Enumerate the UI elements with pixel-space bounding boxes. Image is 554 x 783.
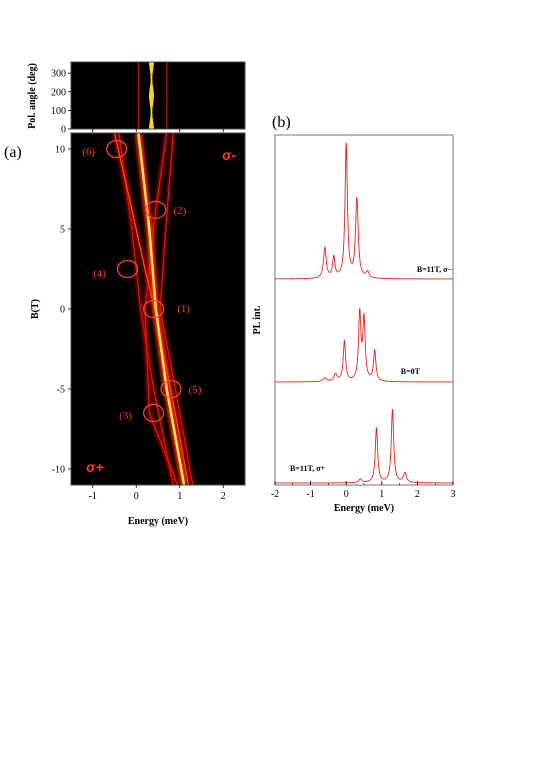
transition-label: (3) [119, 410, 132, 422]
field-y-tick-label: 0 [60, 305, 65, 316]
polarization-intensity-segment [149, 62, 154, 64]
circled-transition-marker [106, 139, 128, 159]
field-dispersion-line [159, 133, 194, 485]
transition-label: (1) [177, 303, 190, 315]
polarization-plot-background [71, 62, 245, 129]
field-y-tick-label: -10 [52, 465, 65, 476]
spectrum-series-label: B=11T, σ− [417, 265, 453, 274]
circled-transition-marker [160, 379, 182, 399]
spectra-x-tick-label: 0 [344, 489, 349, 500]
pl-spectrum-trace [275, 307, 453, 383]
polarization-y-axis-label: Pol. angle (deg) [27, 63, 38, 129]
polarization-y-tick-label: 200 [51, 87, 66, 98]
spectra-x-tick-label: -2 [271, 489, 279, 500]
spectra-x-tick-label: 3 [451, 489, 456, 500]
transition-label: (4) [93, 268, 106, 280]
field-x-tick-label: -1 [89, 491, 97, 502]
field-y-axis-label: B(T) [30, 299, 41, 319]
field-x-axis-label: Energy (meV) [128, 516, 188, 527]
panel-a-label: (a) [4, 144, 22, 161]
spectrum-series-label: B=0T [401, 367, 421, 376]
transition-label: (6) [82, 146, 95, 158]
pl-spectrum-trace [275, 142, 453, 280]
circled-transition-marker [116, 259, 139, 279]
pl-spectra-chart: (b) B=11T, σ− B=0T B=11T, σ+ -2 -1 0 1 2 3 Ener… [252, 114, 456, 514]
spectra-plot-frame [274, 134, 454, 486]
spectra-x-axis-label: Energy (meV) [334, 503, 394, 514]
field-y-tick-label: 5 [60, 225, 65, 236]
polarization-y-tick-label: 100 [51, 106, 66, 117]
circled-transition-marker [145, 200, 167, 219]
field-x-tick-label: 2 [221, 491, 226, 502]
field-y-tick-label: 10 [55, 145, 65, 156]
spectra-y-axis-label: PL int. [252, 305, 263, 334]
spectra-x-tick-label: 2 [415, 489, 420, 500]
polarization-y-tick-label: 0 [61, 125, 66, 136]
field-x-tick-label: 1 [177, 491, 182, 502]
field-dispersion-line [144, 133, 179, 485]
polarization-y-tick-label: 300 [51, 69, 66, 80]
field-x-tick-label: 0 [134, 491, 139, 502]
spectrum-series-label: B=11T, σ+ [290, 464, 326, 473]
transition-label: (2) [173, 205, 186, 217]
spectra-x-tick-label: -1 [306, 489, 314, 500]
pl-spectrum-trace [275, 409, 453, 484]
spectra-x-tick-label: 1 [379, 489, 384, 500]
transition-label: (5) [189, 384, 202, 396]
panel-b-label: (b) [272, 114, 291, 131]
circled-transition-marker [142, 299, 165, 319]
circled-transition-marker [142, 403, 165, 423]
field-y-tick-label: -5 [57, 385, 65, 396]
field-dispersion-line [137, 133, 186, 485]
sigma-minus-label: σ- [222, 147, 237, 163]
sigma-plus-label: σ+ [86, 459, 104, 475]
polarization-plot-frame [70, 61, 246, 130]
polarization-heatmap: 0 100 200 300 Pol. angle (deg) [27, 61, 246, 136]
